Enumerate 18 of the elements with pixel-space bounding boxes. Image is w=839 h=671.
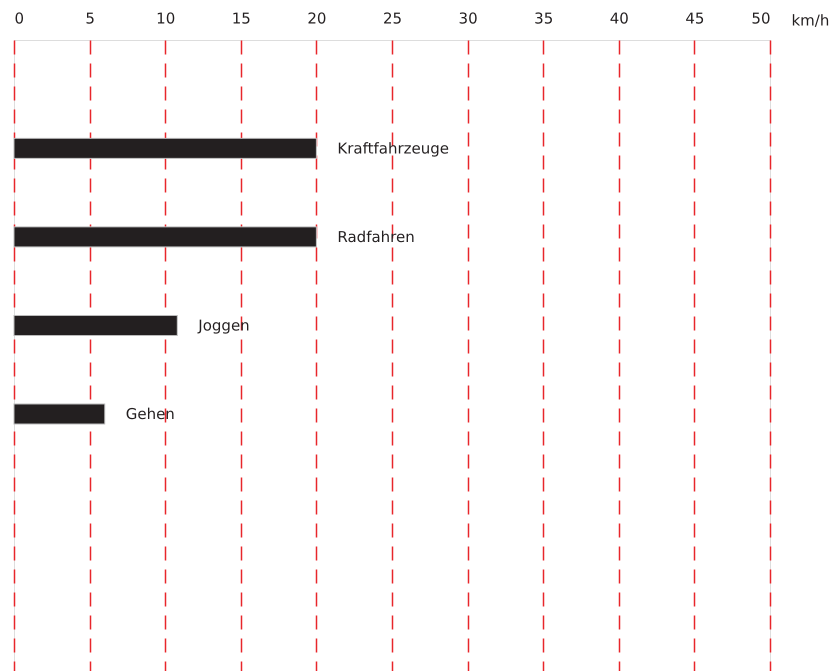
y-tick-label: Kraftfahrzeuge [337, 139, 450, 158]
x-tick-label: 5 [85, 10, 95, 28]
x-tick-label: 25 [382, 10, 402, 28]
bar [14, 138, 317, 159]
x-tick-label: 40 [610, 10, 629, 28]
x-tick-label: 35 [534, 10, 554, 28]
x-tick-label: 30 [458, 10, 478, 28]
x-tick-label: 15 [232, 10, 251, 28]
x-tick-label: 50 [751, 10, 770, 28]
x-tick-label: 0 [14, 10, 24, 28]
bar [14, 404, 106, 425]
bar [14, 226, 317, 248]
x-tick-label: 45 [685, 10, 704, 28]
y-tick-label: Radfahren [337, 228, 415, 246]
x-axis-title: km/h [792, 12, 830, 30]
bar [14, 314, 178, 336]
x-tick-label: 20 [307, 10, 326, 28]
x-tick-label: 10 [156, 10, 176, 28]
